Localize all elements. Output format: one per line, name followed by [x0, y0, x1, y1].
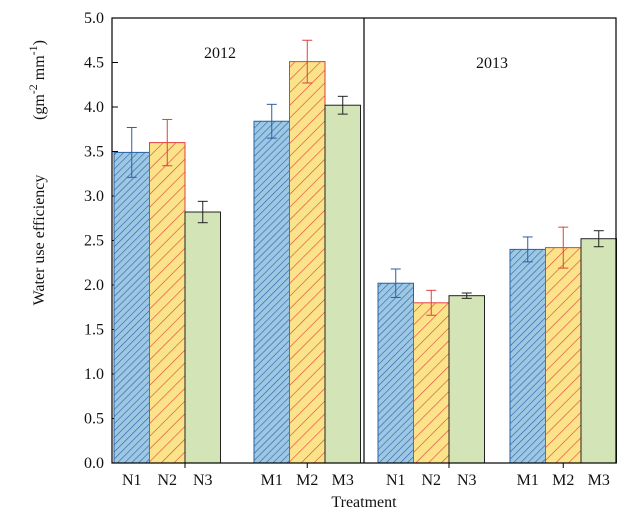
x-tick-label: N2	[157, 472, 177, 489]
error-bar	[126, 126, 137, 178]
bar	[253, 120, 290, 464]
x-tick-label: M2	[296, 472, 318, 489]
bar	[289, 61, 326, 464]
bar	[580, 238, 617, 464]
y-tick-label: 0.0	[84, 455, 104, 472]
y-tick-label: 4.5	[84, 55, 104, 72]
bar	[448, 295, 485, 464]
error-bar	[162, 118, 173, 167]
unit-part: (g	[31, 107, 48, 120]
y-tick-label: 3.5	[84, 144, 104, 161]
x-axis-label: Treatment	[331, 494, 397, 511]
x-tick-label: M3	[332, 472, 354, 489]
x-tick-label: N3	[457, 472, 477, 489]
error-bar	[197, 200, 208, 224]
error-bar	[337, 95, 348, 115]
bar	[184, 211, 221, 464]
unit-part: )	[31, 40, 48, 45]
error-bar	[558, 226, 569, 269]
y-axis-label: Water use efficiency	[31, 175, 48, 306]
x-tick-label: N1	[122, 472, 142, 489]
unit-part: mm	[31, 55, 48, 84]
y-tick-label: 4.0	[84, 99, 104, 116]
x-tick-label: N3	[193, 472, 213, 489]
bar	[113, 151, 150, 464]
unit-part: -2	[26, 84, 40, 94]
x-tick-label: M1	[261, 472, 283, 489]
error-bar	[302, 39, 313, 84]
bar	[509, 248, 546, 464]
unit-part: m	[31, 94, 48, 107]
error-bar	[426, 289, 437, 316]
panel-title: 2012	[204, 45, 236, 62]
error-bar	[461, 292, 472, 299]
error-bar	[390, 268, 401, 298]
bar	[413, 302, 450, 464]
x-tick-label: M3	[588, 472, 610, 489]
y-tick-label: 1.0	[84, 366, 104, 383]
error-bar	[266, 103, 277, 139]
y-tick-label: 1.5	[84, 322, 104, 339]
y-tick-label: 2.0	[84, 277, 104, 294]
error-bar	[522, 236, 533, 263]
bar	[545, 247, 582, 464]
y-tick-label: 5.0	[84, 10, 104, 27]
x-tick-label: M2	[552, 472, 574, 489]
x-tick-label: M1	[517, 472, 539, 489]
x-tick-label: N2	[421, 472, 441, 489]
bar	[149, 142, 186, 464]
y-tick-label: 2.5	[84, 233, 104, 250]
bar	[377, 282, 414, 464]
error-bar	[593, 230, 604, 248]
y-axis-unit: (gm-2 mm-1)	[26, 40, 48, 120]
y-tick-label: 3.0	[84, 188, 104, 205]
panel-title: 2013	[476, 55, 508, 72]
bar	[324, 104, 361, 464]
y-tick-label: 0.5	[84, 411, 104, 428]
unit-part: -1	[26, 45, 40, 55]
x-tick-label: N1	[386, 472, 406, 489]
